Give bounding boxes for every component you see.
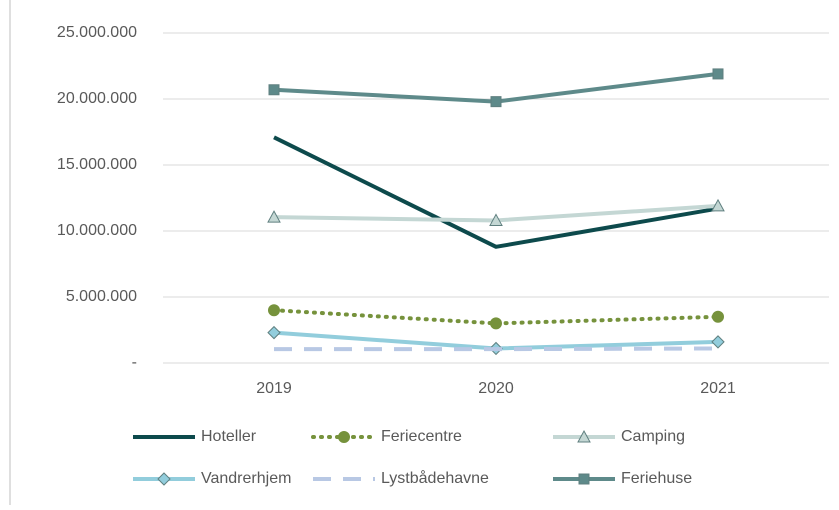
marker [711,335,725,349]
legend-label: Camping [621,428,685,445]
legend-marker [578,473,590,485]
legend-label: Feriehuse [621,470,692,487]
y-tick-label: - [132,354,137,371]
marker [268,84,280,96]
legend-marker [338,431,350,443]
x-tick-label: 2020 [478,380,514,397]
marker [712,68,724,80]
marker [267,210,281,223]
y-tick-label: 20.000.000 [57,90,137,107]
x-tick-label: 2019 [256,380,292,397]
marker [489,213,503,226]
legend-marker [577,429,591,443]
y-tick-label: 5.000.000 [66,288,137,305]
marker [711,198,725,212]
legend-label: Vandrerhjem [201,470,291,487]
marker [267,325,281,340]
x-tick-label: 2021 [700,380,736,397]
y-tick-label: 15.000.000 [57,156,137,173]
marker [490,96,502,108]
marker [268,304,280,317]
legend-marker [157,472,171,486]
legend-label: Hoteller [201,428,257,445]
y-tick-label: 10.000.000 [57,222,137,239]
legend-label: Feriecentre [381,428,462,445]
marker [490,317,502,330]
line-series [273,135,719,249]
y-tick-label: 25.000.000 [57,24,137,41]
legend-label: Lystbådehavne [381,469,489,487]
marker [712,310,724,323]
line-series [274,346,719,352]
